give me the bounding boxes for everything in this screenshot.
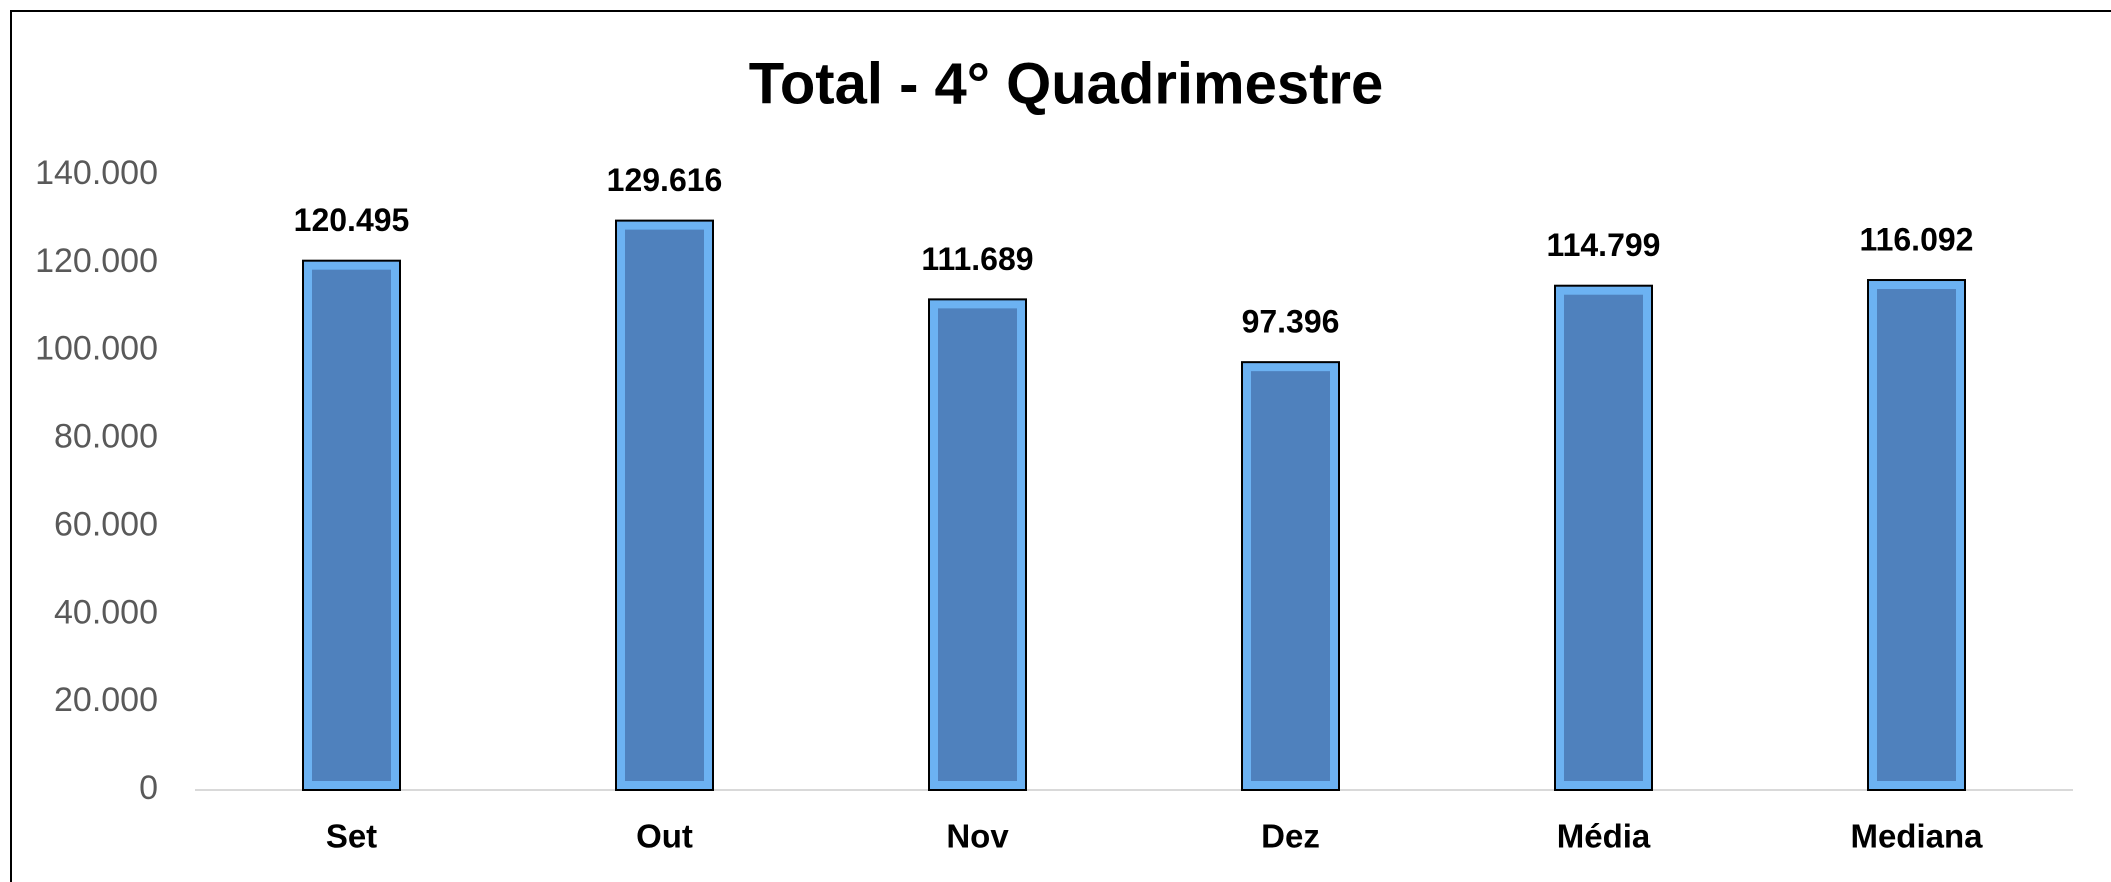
bar-face <box>625 229 704 782</box>
bar-face <box>312 269 391 781</box>
chart-title: Total - 4° Quadrimestre <box>749 51 1384 116</box>
data-label: 111.689 <box>921 241 1033 277</box>
x-tick-label: Out <box>636 818 693 855</box>
data-label: 129.616 <box>607 162 723 198</box>
x-tick-label: Nov <box>946 818 1009 855</box>
y-tick-label: 120.000 <box>35 242 158 280</box>
y-tick-label: 20.000 <box>54 681 158 719</box>
data-label: 97.396 <box>1242 304 1340 340</box>
x-tick-label: Set <box>326 818 377 855</box>
y-tick-label: 40.000 <box>54 593 158 631</box>
y-tick-label: 140.000 <box>35 154 158 192</box>
x-tick-label: Média <box>1557 818 1651 855</box>
bar-face <box>1251 371 1330 781</box>
bar-face <box>938 308 1017 781</box>
y-tick-label: 100.000 <box>35 330 158 368</box>
data-label: 116.092 <box>1860 221 1974 257</box>
bar-face <box>1877 289 1956 781</box>
x-tick-label: Dez <box>1261 818 1320 855</box>
y-tick-label: 0 <box>139 769 158 807</box>
data-label: 120.495 <box>294 202 410 238</box>
bar-face <box>1564 294 1643 781</box>
y-tick-label: 80.000 <box>54 418 158 456</box>
x-tick-label: Mediana <box>1850 818 1983 855</box>
y-tick-label: 60.000 <box>54 505 158 543</box>
data-label: 114.799 <box>1547 227 1661 263</box>
